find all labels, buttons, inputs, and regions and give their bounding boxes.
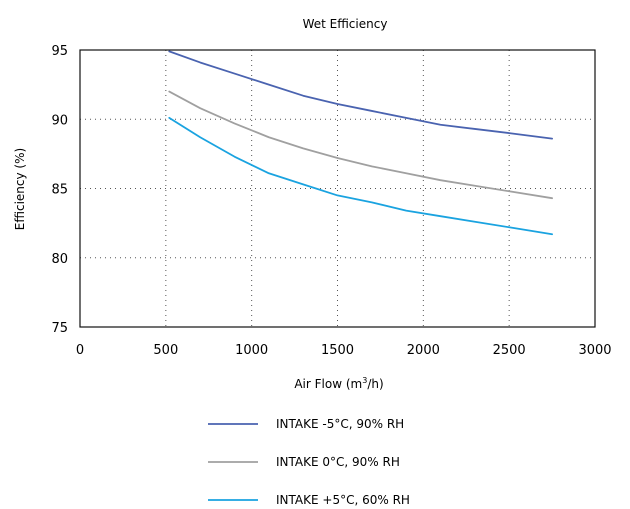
x-tick-label: 2000 [407,343,440,358]
series-line-2 [168,90,553,200]
x-tick-label: 0 [76,343,84,358]
x-tick-label: 3000 [578,343,611,358]
x-axis-label: Air Flow (m3/h) [294,376,383,391]
x-axis-label-superscript: 3 [362,376,367,385]
y-tick-labels: 75 80 85 90 95 [51,44,68,336]
legend-label-3: INTAKE +5°C, 60% RH [276,493,410,507]
x-tick-label: 1000 [235,343,268,358]
grid-lines [80,50,595,327]
x-tick-label: 500 [153,343,178,358]
x-axis-label-main: Air Flow (m [294,377,362,391]
series-lines [168,50,553,236]
legend: INTAKE -5°C, 90% RH INTAKE 0°C, 90% RH INT… [208,417,410,507]
series-line-3 [168,116,553,236]
series-line-1 [168,50,553,140]
legend-label-2: INTAKE 0°C, 90% RH [276,455,400,469]
y-tick-label: 85 [51,183,68,198]
legend-label-1: INTAKE -5°C, 90% RH [276,417,404,431]
x-tick-label: 2500 [493,343,526,358]
x-tick-label: 1500 [321,343,354,358]
x-tick-labels: 0 500 1000 1500 2000 2500 3000 [76,343,612,358]
y-tick-label: 75 [51,321,68,336]
y-axis-label: Efficiency (%) [13,148,27,230]
x-axis-label-tail: /h) [367,377,383,391]
y-tick-label: 80 [51,252,68,267]
plot-frame [79,49,596,328]
y-tick-label: 95 [51,44,68,59]
chart-title: Wet Efficiency [303,17,388,31]
y-tick-label: 90 [51,113,68,128]
